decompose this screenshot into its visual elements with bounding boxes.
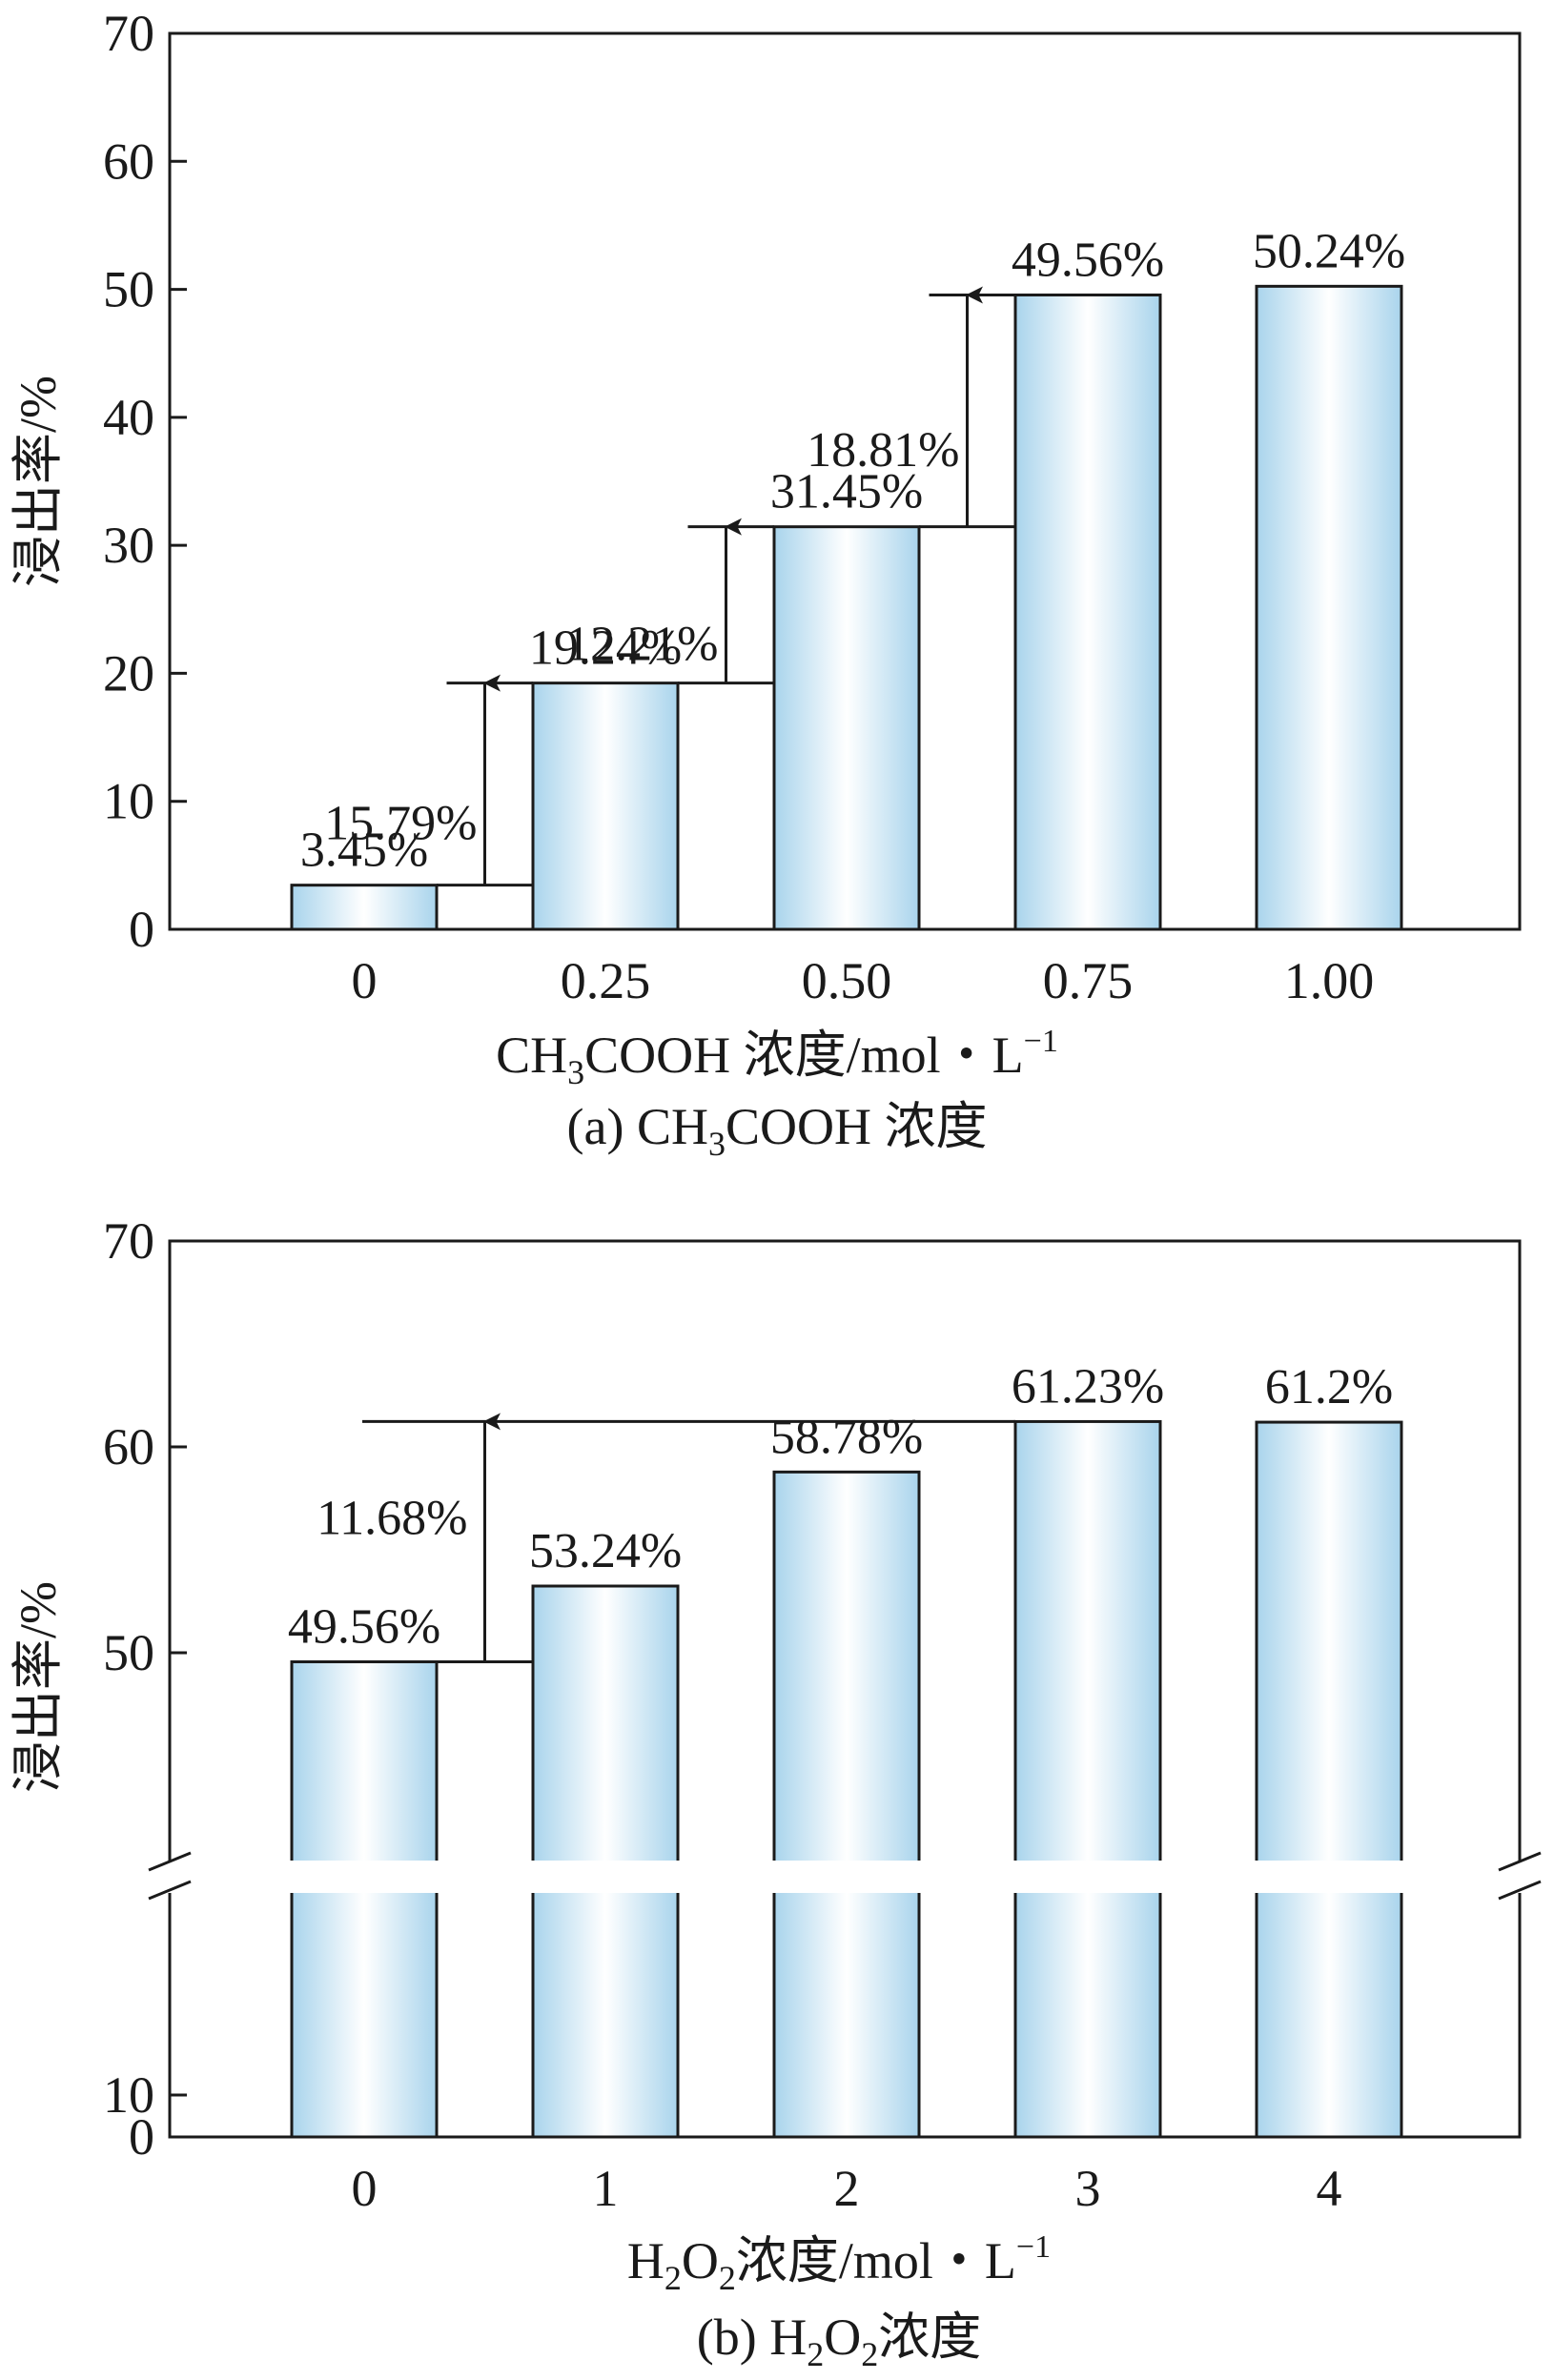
x-axis-label-a: CH3COOH 浓度/mol・L−1 [496, 1024, 1058, 1091]
axis-break-mask-1 [1514, 1861, 1525, 1893]
bar-group-b [290, 1419, 1403, 2139]
y-tick-label-b-upper-2: 70 [103, 1212, 154, 1270]
y-tick-label-b-lower-1: 10 [103, 2066, 154, 2124]
increment-label-b-0: 11.68% [317, 1491, 467, 1545]
axis-break-gap [174, 1861, 1516, 1893]
bar-a-3 [1013, 293, 1162, 931]
value-label-a-0: 3.45% [300, 824, 428, 878]
axis-break-slash-bottom-1 [1498, 1880, 1542, 1901]
caption-b: (b) H2O2浓度 [697, 2309, 981, 2373]
value-label-a-2: 31.45% [770, 465, 923, 519]
axis-break-mask-0 [164, 1861, 175, 1893]
x-tick-label-a-0: 0 [352, 952, 378, 1009]
increment-label-a-2: 18.81% [807, 423, 959, 478]
increment-annotations-a: 15.79% 12.21% 18.81% [324, 286, 1015, 887]
value-labels-b: 49.56% 53.24% 58.78% 61.23% 61.2% [288, 1359, 1393, 1654]
plot-frame-b [168, 1239, 1522, 2139]
increment-annotations-b: 11.68% [317, 1413, 1015, 1664]
x-tick-label-a-2: 0.50 [802, 952, 892, 1009]
bar-b-2 [772, 1470, 921, 2139]
value-labels-a: 3.45% 19.24% 31.45% 49.56% 50.24% [300, 224, 1405, 877]
y-axis-label-b: 浸出率/% [10, 1581, 67, 1793]
value-label-a-1: 19.24% [529, 621, 682, 676]
y-tick-label-a-6: 60 [103, 132, 154, 190]
y-tick-label-a-2: 20 [103, 644, 154, 702]
x-tick-label-a-4: 1.00 [1284, 952, 1375, 1009]
y-tick-label-b-upper-0: 50 [103, 1624, 154, 1681]
axis-break-slash-top-1 [1498, 1851, 1542, 1872]
y-axis-a: 0 10 20 30 40 50 60 70 [103, 5, 187, 958]
x-axis-a: 0 0.25 0.50 0.75 1.00 [352, 952, 1375, 1009]
value-label-a-4: 50.24% [1253, 224, 1405, 278]
bar-b-4 [1255, 1420, 1403, 2139]
x-tick-label-b-0: 0 [352, 2160, 378, 2217]
value-label-b-2: 58.78% [770, 1410, 923, 1464]
value-label-a-3: 49.56% [1012, 233, 1164, 287]
y-tick-label-b-upper-1: 60 [103, 1418, 154, 1475]
y-axis-b: 50 60 70 010 [103, 1212, 187, 2166]
y-tick-label-a-3: 30 [103, 517, 154, 574]
x-tick-label-a-3: 0.75 [1043, 952, 1134, 1009]
x-tick-label-b-2: 2 [834, 2160, 860, 2217]
bar-a-0 [290, 884, 439, 931]
y-tick-label-a-5: 50 [103, 261, 154, 318]
value-label-b-4: 61.2% [1265, 1360, 1393, 1414]
bar-a-2 [772, 525, 921, 931]
x-tick-label-b-4: 4 [1317, 2160, 1342, 2217]
increment-label-a-1: 12.21% [565, 618, 718, 672]
value-label-b-1: 53.24% [529, 1524, 682, 1578]
bar-a-1 [531, 681, 680, 931]
x-tick-label-b-3: 3 [1075, 2160, 1101, 2217]
axis-break-b [148, 1851, 1542, 1901]
y-tick-label-a-0: 0 [129, 901, 154, 958]
y-tick-label-b-lower-0: 0 [129, 2108, 154, 2166]
plot-frame-a [168, 31, 1522, 931]
bar-b-3 [1013, 1419, 1162, 2139]
y-tick-label-a-4: 40 [103, 389, 154, 446]
y-tick-label-a-1: 10 [103, 773, 154, 830]
increment-label-a-0: 15.79% [324, 797, 477, 851]
bar-a-4 [1255, 284, 1403, 931]
value-label-b-0: 49.56% [288, 1600, 440, 1655]
caption-a: (a) CH3COOH 浓度 [567, 1098, 988, 1163]
bar-b-0 [290, 1660, 439, 2139]
axis-break-slash-top-0 [148, 1851, 192, 1872]
x-axis-label-b: H2O2浓度/mol・L−1 [627, 2229, 1051, 2297]
y-tick-label-a-7: 70 [103, 5, 154, 62]
axis-break-slash-bottom-0 [148, 1880, 192, 1901]
x-tick-label-a-1: 0.25 [561, 952, 651, 1009]
x-axis-b: 0 1 2 3 4 [352, 2160, 1342, 2217]
value-label-b-3: 61.23% [1012, 1359, 1164, 1414]
chart-panel-a: 15.79% 12.21% 18.81% 0 10 20 30 40 50 60 70 0 0.25… [10, 5, 1522, 1163]
bar-group-a [290, 284, 1403, 931]
x-tick-label-b-1: 1 [593, 2160, 619, 2217]
y-axis-label-a: 浸出率/% [10, 376, 67, 587]
